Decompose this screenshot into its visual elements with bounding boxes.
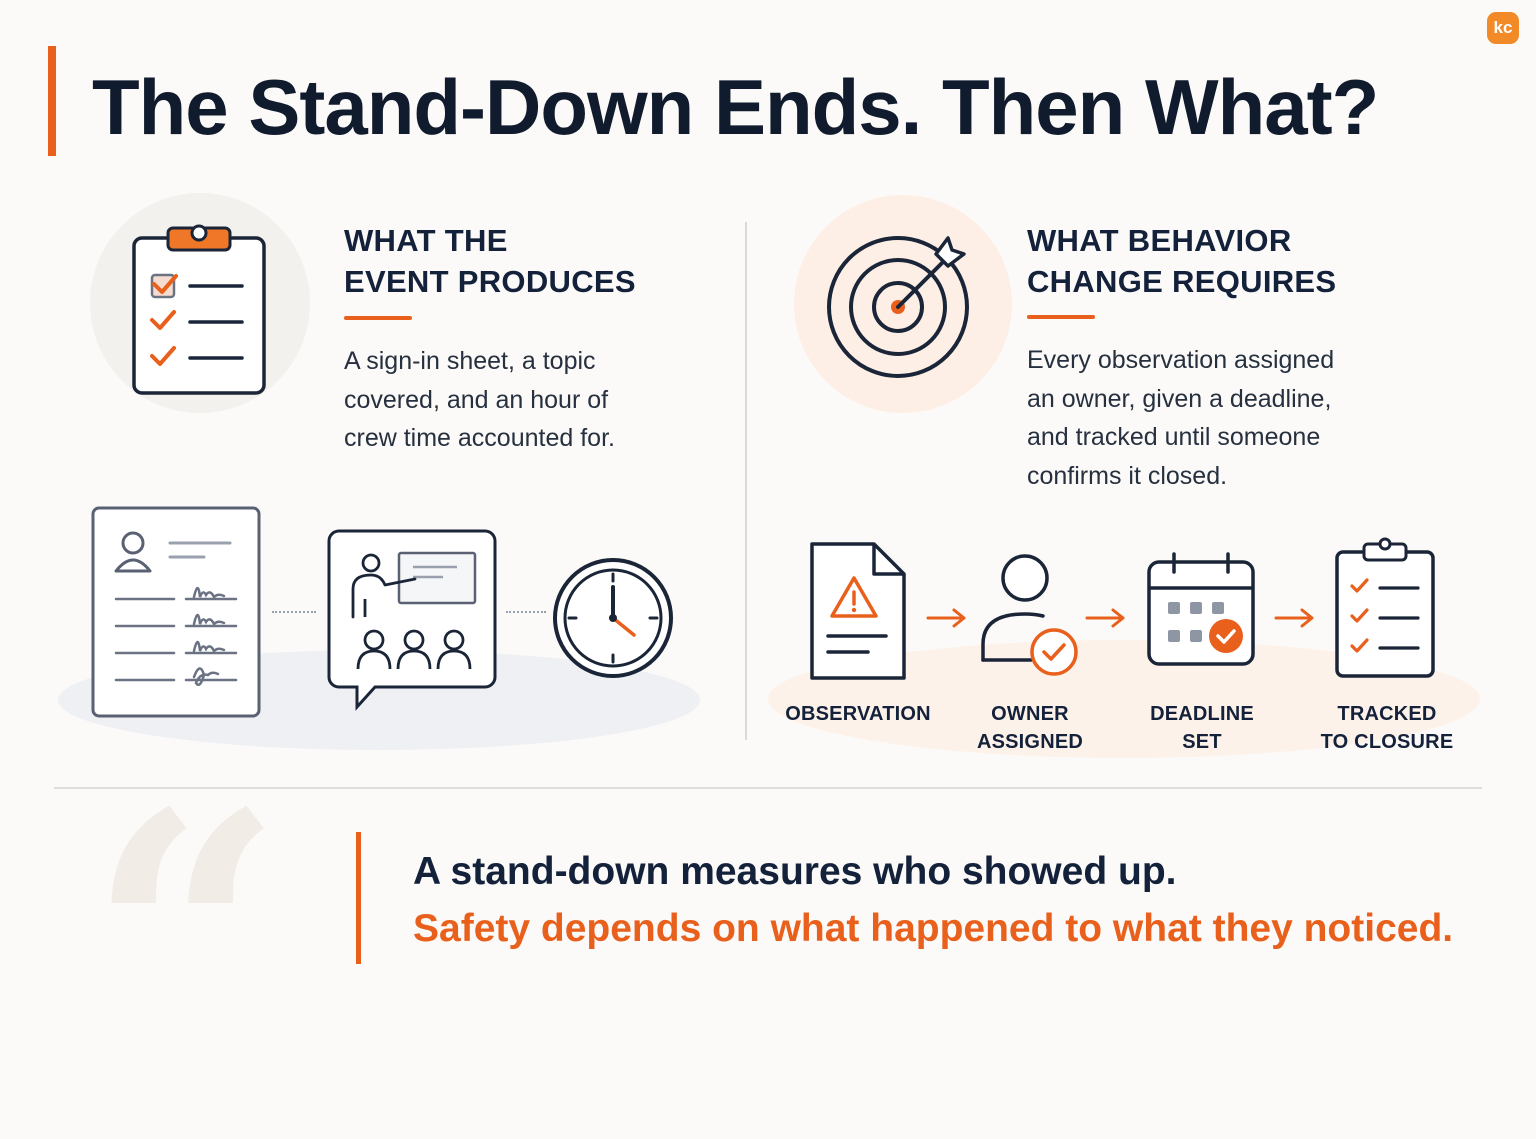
left-body-text: A sign-in sheet, a topic covered, and an… bbox=[344, 347, 615, 452]
step-label-deadline-set: DEADLINE SET bbox=[1150, 703, 1254, 753]
clock-icon bbox=[553, 558, 673, 678]
step-label-tracked-to-closure: TRACKED TO CLOSURE bbox=[1320, 703, 1454, 753]
quote-line-2: Safety depends on what happened to what … bbox=[413, 907, 1454, 950]
calendar-check-icon bbox=[1147, 552, 1255, 666]
arrow-right-icon bbox=[1274, 608, 1314, 628]
presentation-icon bbox=[327, 529, 497, 711]
left-heading: WHAT THE EVENT PRODUCES bbox=[344, 223, 636, 299]
title-accent-bar bbox=[48, 46, 56, 156]
clipboard-checklist-icon bbox=[1335, 537, 1435, 678]
dotted-connector bbox=[272, 611, 316, 613]
target-arrow-icon bbox=[827, 236, 969, 378]
arrow-right-icon bbox=[1085, 608, 1125, 628]
warning-document-icon bbox=[810, 542, 906, 680]
page-title: The Stand-Down Ends. Then What? bbox=[92, 63, 1379, 151]
arrow-right-icon bbox=[926, 608, 966, 628]
quote-mark-icon: “ bbox=[88, 740, 284, 1139]
step-label-owner-assigned: OWNER ASSIGNED bbox=[976, 703, 1084, 753]
left-heading-underline bbox=[344, 316, 412, 320]
step-label-observation: OBSERVATION bbox=[785, 703, 931, 725]
dotted-connector bbox=[506, 611, 546, 613]
logo: kc bbox=[1487, 12, 1519, 44]
sign-in-sheet-icon bbox=[91, 506, 261, 718]
quote-line-1: A stand-down measures who showed up. bbox=[413, 850, 1177, 893]
user-check-icon bbox=[981, 554, 1078, 676]
section-divider bbox=[54, 787, 1482, 789]
clipboard-checklist-icon bbox=[132, 224, 266, 395]
right-body-text: Every observation assigned an owner, giv… bbox=[1027, 346, 1335, 490]
right-heading: WHAT BEHAVIOR CHANGE REQUIRES bbox=[1027, 223, 1337, 299]
right-heading-underline bbox=[1027, 315, 1095, 319]
panel-divider bbox=[745, 222, 747, 740]
quote-accent-bar bbox=[356, 832, 361, 964]
